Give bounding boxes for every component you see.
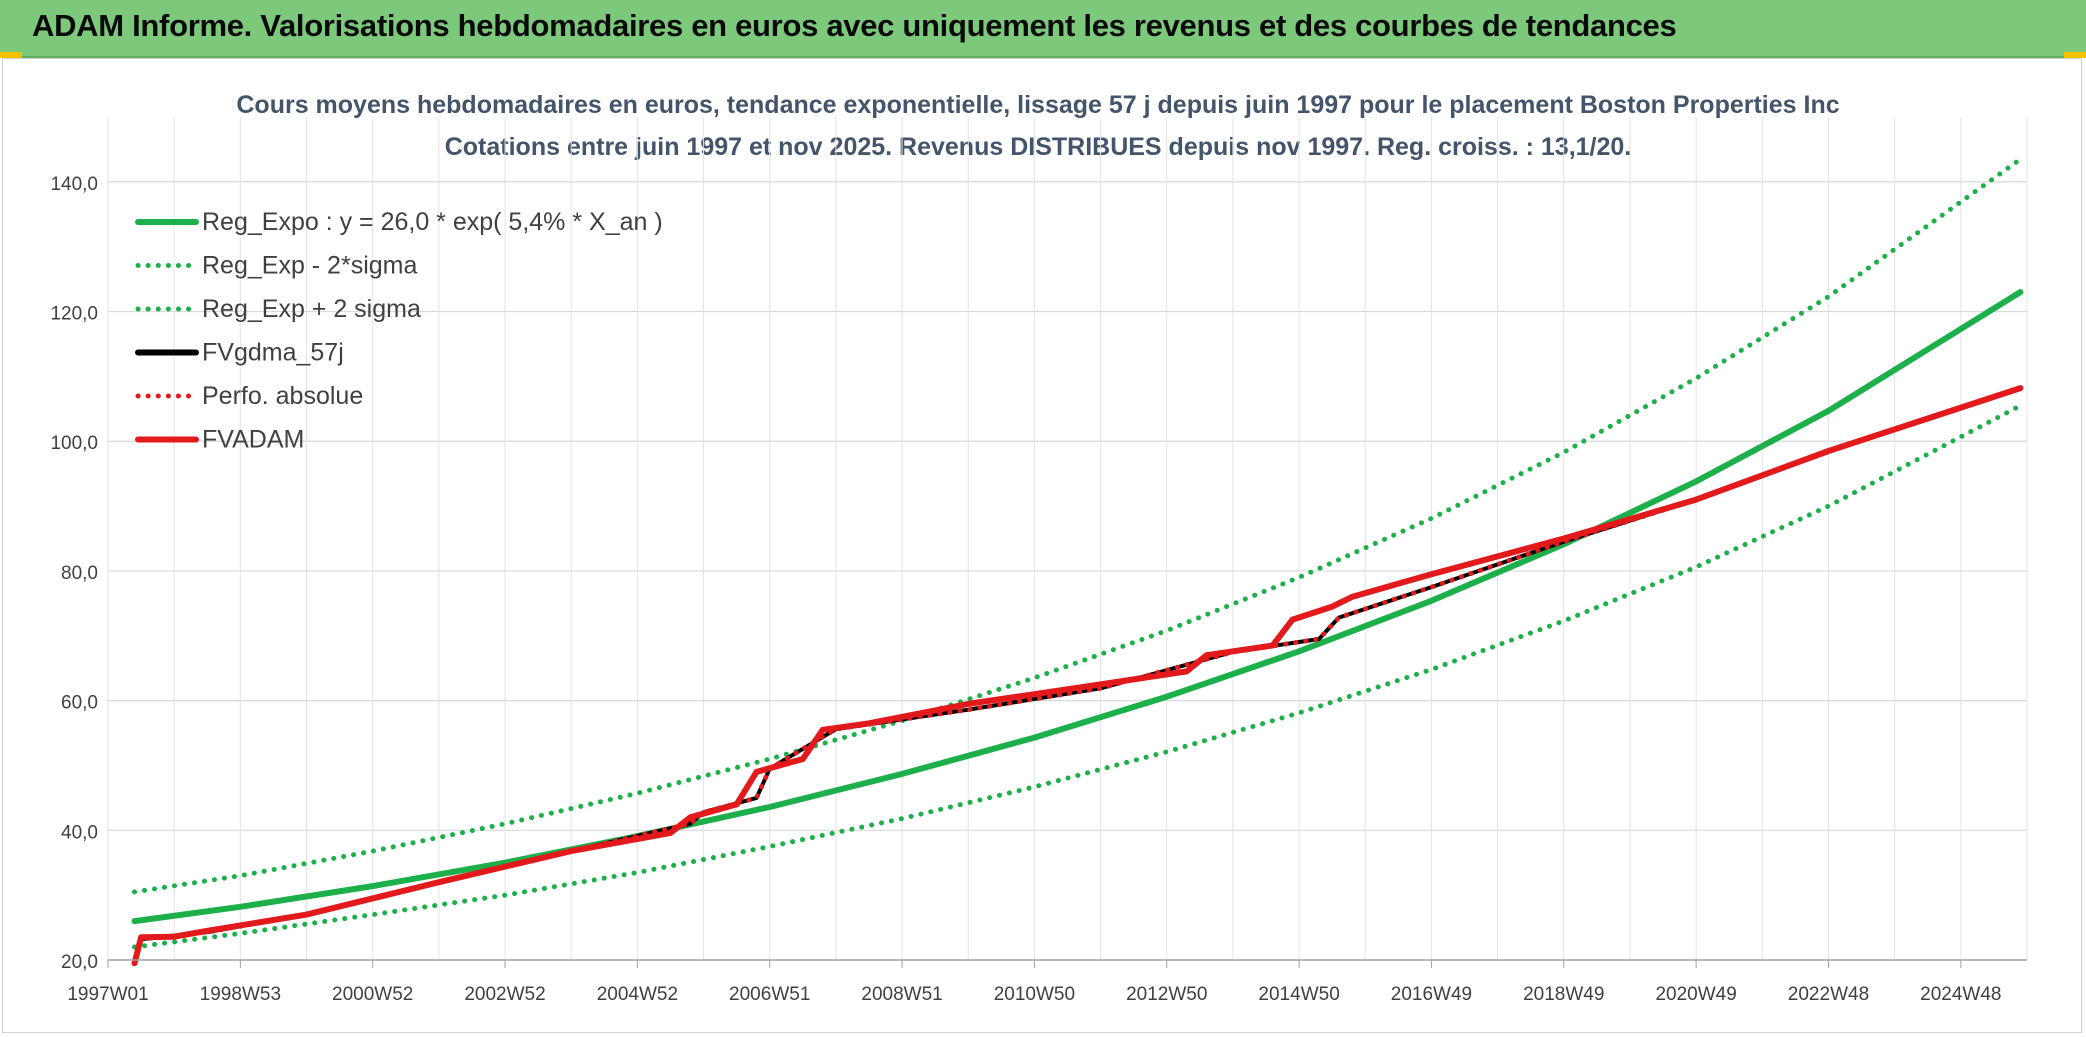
legend-label-4: Perfo. absolue <box>202 382 363 410</box>
x-tick-label-0: 1997W01 <box>67 984 148 1005</box>
legend-label-2: Reg_Exp + 2 sigma <box>202 295 421 323</box>
x-tick-label-12: 2020W49 <box>1655 984 1736 1005</box>
x-tick-label-5: 2006W51 <box>729 984 810 1005</box>
chart-frame <box>2 58 2082 1033</box>
series-line-4 <box>138 385 2023 942</box>
x-tick-label-7: 2010W50 <box>994 984 1075 1005</box>
axes: 20,0 40,0 60,0 80,0 100,0 120,0 140,0 1997W01 19… <box>50 174 2027 1005</box>
x-tick-label-13: 2022W48 <box>1788 984 1869 1005</box>
series-line-0 <box>131 289 2024 925</box>
y-tick-label-3: 80,0 <box>61 563 98 584</box>
x-tick-label-6: 2008W51 <box>861 984 942 1005</box>
legend-label-3: FVgdma_57j <box>202 339 344 367</box>
x-tick-label-8: 2012W50 <box>1126 984 1207 1005</box>
legend-label-5: FVADAM <box>202 426 304 454</box>
series-line-3 <box>139 386 2023 942</box>
y-tick-label-6: 140,0 <box>50 174 98 195</box>
legend-label-1: Reg_Exp - 2*sigma <box>202 252 417 280</box>
y-tick-label-1: 40,0 <box>61 822 98 843</box>
y-tick-label-4: 100,0 <box>50 433 98 454</box>
x-tick-label-2: 2000W52 <box>332 984 413 1005</box>
x-tick-label-14: 2024W48 <box>1920 984 2001 1005</box>
y-tick-label-2: 60,0 <box>61 693 98 714</box>
grid <box>107 117 2028 961</box>
x-tick-label-11: 2018W49 <box>1523 984 1604 1005</box>
series-line-5 <box>131 385 2024 967</box>
x-tick-label-3: 2002W52 <box>464 984 545 1005</box>
corner-marker-left <box>0 52 22 58</box>
y-tick-label-0: 20,0 <box>61 952 98 973</box>
x-tick-label-9: 2014W50 <box>1258 984 1339 1005</box>
y-tick-label-5: 120,0 <box>50 304 98 325</box>
legend: Reg_Expo : y = 26,0 * exp( 5,4% * X_an )… <box>135 208 663 454</box>
report-title: ADAM Informe. Valorisations hebdomadaire… <box>32 8 1677 43</box>
x-tick-label-4: 2004W52 <box>597 984 678 1005</box>
report-banner: ADAM Informe. Valorisations hebdomadaire… <box>0 0 2086 58</box>
chart-title: Cours moyens hebdomadaires en euros, ten… <box>236 91 1839 119</box>
series-layer <box>131 156 2024 967</box>
corner-marker-right <box>2064 52 2086 58</box>
x-tick-label-1: 1998W53 <box>200 984 281 1005</box>
x-tick-label-10: 2016W49 <box>1391 984 1472 1005</box>
series-line-1 <box>132 403 2023 950</box>
legend-label-0: Reg_Expo : y = 26,0 * exp( 5,4% * X_an ) <box>202 208 663 236</box>
chart-subtitle: Cotations entre juin 1997 et nov 2025. R… <box>445 133 1632 161</box>
